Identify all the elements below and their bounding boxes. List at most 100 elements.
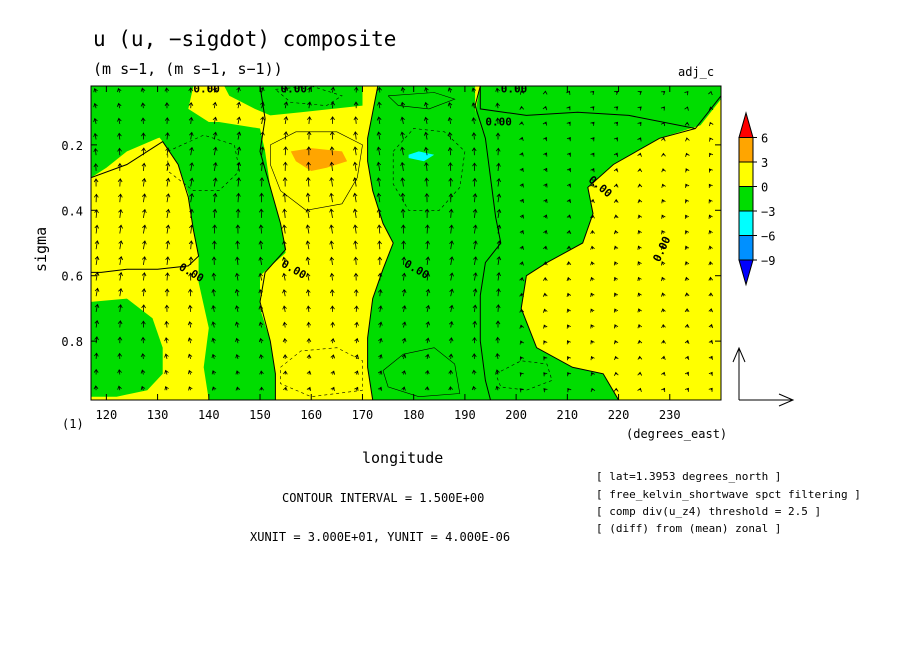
vector-arrow bbox=[164, 87, 170, 93]
colorbar-label: −3 bbox=[761, 205, 775, 219]
vector-arrow bbox=[187, 321, 193, 328]
vector-arrow bbox=[353, 240, 358, 250]
vector-arrow bbox=[352, 177, 358, 187]
vector-arrow bbox=[496, 271, 501, 281]
vector-arrow bbox=[306, 161, 311, 171]
vector-arrow bbox=[189, 177, 194, 187]
plot-area: 0.00 0.00 0.000.000.000.00 0.00 0.000.00 bbox=[91, 83, 721, 400]
vector-arrow bbox=[637, 121, 642, 127]
vector-arrow bbox=[187, 353, 193, 360]
x-tick-label: 130 bbox=[147, 408, 169, 422]
vector-arrow bbox=[306, 354, 312, 359]
vector-arrow bbox=[188, 240, 194, 250]
dashed-contour-line bbox=[392, 128, 466, 211]
vector-arrow bbox=[377, 386, 383, 391]
vector-arrow bbox=[543, 214, 548, 219]
contour-label: 0.00 bbox=[281, 83, 308, 96]
vector-arrow bbox=[189, 131, 194, 140]
vector-arrow bbox=[613, 137, 618, 142]
vector-arrow bbox=[449, 256, 454, 265]
vector-arrow bbox=[329, 208, 334, 218]
vector-arrow bbox=[282, 224, 287, 234]
vector-arrow bbox=[473, 256, 478, 265]
vector-arrow bbox=[235, 337, 240, 344]
vector-arrow bbox=[590, 90, 595, 95]
vector-arrow bbox=[259, 161, 265, 171]
zero-contour-line bbox=[520, 128, 696, 400]
vector-arrow bbox=[449, 272, 454, 281]
vector-arrow bbox=[448, 337, 454, 344]
vector-arrow bbox=[543, 152, 548, 157]
vector-arrow bbox=[282, 192, 288, 203]
vector-arrow bbox=[212, 131, 218, 140]
vector-arrow bbox=[401, 256, 407, 265]
vector-arrow bbox=[329, 289, 335, 297]
vector-arrow bbox=[164, 117, 170, 124]
vector-arrow bbox=[258, 305, 264, 312]
vector-arrow bbox=[306, 370, 312, 375]
vector-arrow bbox=[519, 183, 524, 188]
vector-arrow bbox=[543, 388, 548, 393]
vector-arrow bbox=[425, 288, 431, 297]
vector-arrow bbox=[234, 321, 240, 328]
vector-arrow bbox=[187, 337, 193, 344]
vector-arrow bbox=[613, 276, 619, 282]
vector-arrow bbox=[660, 106, 665, 111]
vector-arrow bbox=[377, 101, 382, 109]
x-tick-label: 200 bbox=[505, 408, 527, 422]
vector-arrow bbox=[329, 192, 334, 203]
vector-arrow bbox=[354, 337, 359, 344]
vector-arrow bbox=[684, 214, 689, 219]
vector-arrow bbox=[637, 324, 643, 329]
vector-arrow bbox=[590, 183, 595, 188]
vector-arrow bbox=[708, 230, 713, 235]
chart-subtitle: (m s−1, (m s−1, s−1)) bbox=[93, 60, 283, 78]
vector-arrow bbox=[401, 288, 407, 297]
vector-arrow bbox=[258, 337, 264, 344]
vector-arrow bbox=[684, 355, 690, 360]
vector-arrow bbox=[378, 321, 383, 328]
vector-arrow bbox=[566, 137, 571, 142]
vector-arrow bbox=[141, 147, 146, 156]
vector-arrow bbox=[613, 229, 619, 235]
vector-arrow bbox=[188, 101, 194, 109]
vector-arrow bbox=[164, 386, 169, 391]
vector-arrow bbox=[212, 192, 218, 203]
vector-arrow bbox=[329, 146, 335, 156]
vector-arrow bbox=[637, 387, 642, 392]
vector-arrow bbox=[141, 304, 146, 312]
colorbar-label: 0 bbox=[761, 181, 768, 195]
vector-arrow bbox=[142, 208, 147, 218]
vector-arrow bbox=[118, 271, 123, 281]
vector-arrow bbox=[709, 168, 713, 173]
vector-arrow bbox=[637, 199, 643, 204]
vector-arrow bbox=[235, 370, 240, 375]
vector-arrow bbox=[259, 370, 264, 375]
vector-arrow bbox=[661, 91, 666, 96]
vector-arrow bbox=[141, 256, 147, 265]
vector-arrow bbox=[519, 229, 524, 235]
vector-arrow bbox=[93, 163, 99, 171]
vector-arrow bbox=[708, 371, 713, 376]
vector-arrow bbox=[400, 86, 406, 93]
vector-arrow bbox=[543, 245, 548, 250]
vector-arrow bbox=[449, 288, 454, 297]
vector-arrow bbox=[709, 152, 714, 157]
vector-arrow bbox=[684, 261, 690, 266]
vector-arrow bbox=[661, 230, 666, 235]
vector-arrow bbox=[495, 336, 501, 344]
zero-contour-lines bbox=[91, 86, 721, 400]
filled-contour-regions bbox=[91, 86, 721, 400]
vector-arrow bbox=[354, 321, 359, 328]
x-tick-label: 190 bbox=[454, 408, 476, 422]
vector-arrow bbox=[260, 116, 265, 124]
vector-arrow bbox=[188, 288, 193, 297]
zero-contour-line bbox=[479, 86, 721, 130]
vector-arrow bbox=[519, 245, 524, 250]
vector-arrow bbox=[519, 308, 525, 313]
colorbar-segment bbox=[738, 137, 754, 163]
vector-arrow bbox=[117, 117, 122, 124]
vector-arrow bbox=[376, 161, 382, 171]
vector-arrow bbox=[282, 256, 287, 265]
vector-arrow bbox=[258, 224, 264, 234]
